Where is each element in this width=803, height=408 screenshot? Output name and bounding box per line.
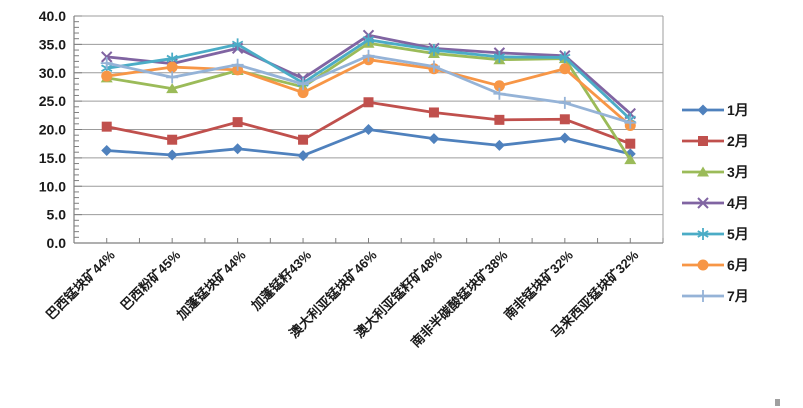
legend-label: 3月 (727, 163, 749, 180)
legend-item: 6月 (681, 254, 749, 275)
y-axis-tick-label: 25.0 (39, 93, 66, 109)
legend-marker-square-icon (682, 135, 724, 146)
series-line-6月 (105, 58, 632, 127)
legend-marker-diamond-icon (682, 104, 724, 115)
legend-label: 7月 (727, 287, 749, 304)
series-line-2月 (105, 100, 632, 146)
series-line-7月 (105, 54, 632, 125)
triangle-marker-icon (624, 154, 637, 165)
diamond-marker-icon (101, 144, 113, 156)
plus-marker-icon (558, 96, 571, 109)
diamond-marker-icon (559, 132, 571, 144)
diamond-marker-icon (297, 150, 309, 162)
legend-label: 6月 (727, 256, 749, 273)
asterisk-marker-icon (493, 50, 506, 63)
circle-marker-icon (166, 61, 178, 73)
y-axis-tick-label: 30.0 (39, 65, 66, 81)
legend-label: 2月 (727, 132, 749, 149)
legend-marker-asterisk-icon (682, 227, 724, 240)
diamond-marker-icon (428, 133, 440, 145)
x-axis-category-label: 巴西粉矿45% (118, 247, 184, 313)
legend-label: 4月 (727, 194, 749, 211)
circle-marker-icon (297, 87, 309, 99)
plus-marker-icon (697, 289, 709, 302)
triangle-marker-icon (166, 83, 179, 94)
x-axis-category-label: 南非锰块矿32% (501, 247, 576, 322)
circle-marker-icon (697, 259, 709, 270)
circle-marker-icon (559, 63, 571, 75)
square-marker-icon (101, 121, 112, 132)
diamond-marker-icon (166, 149, 178, 161)
y-axis-tick-label: 40.0 (39, 8, 66, 24)
square-marker-icon (559, 114, 570, 125)
y-axis-tick-label: 35.0 (39, 36, 66, 52)
square-marker-icon (167, 134, 178, 145)
plus-marker-icon (297, 78, 310, 91)
y-axis-tick-label: 15.0 (39, 150, 66, 166)
legend-marker-plus-icon (682, 289, 724, 302)
asterisk-marker-icon (362, 33, 375, 46)
legend-label: 1月 (727, 101, 749, 118)
plus-marker-icon (231, 58, 244, 71)
legend-marker-x-icon (682, 196, 724, 209)
scrollbar-fragment (775, 399, 780, 406)
legend-item: 3月 (681, 161, 749, 182)
legend-marker-circle-icon (682, 259, 724, 270)
x-axis-category-label: 巴西锰块矿44% (43, 247, 118, 322)
legend-marker-triangle-icon (682, 166, 724, 176)
x-axis-category-label: 加蓬锰籽43% (248, 247, 315, 314)
diamond-marker-icon (363, 124, 374, 135)
asterisk-marker-icon (231, 38, 244, 51)
diamond-marker-icon (697, 104, 709, 115)
legend-item: 5月 (681, 223, 749, 244)
square-marker-icon (428, 107, 439, 118)
circle-marker-icon (493, 80, 505, 92)
x-marker-icon (697, 196, 709, 209)
asterisk-marker-icon (559, 51, 571, 64)
y-axis-tick-label: 0.0 (47, 235, 67, 251)
square-marker-icon (494, 114, 505, 125)
plus-marker-icon (100, 57, 113, 70)
plus-marker-icon (166, 71, 179, 84)
legend-item: 1月 (681, 99, 749, 120)
asterisk-marker-icon (697, 227, 709, 240)
triangle-marker-icon (697, 166, 709, 176)
diamond-marker-icon (232, 143, 244, 155)
chart-legend: 1月 2月 3月 4月 5月 6月 7月 (681, 99, 749, 316)
plus-marker-icon (493, 87, 506, 100)
legend-item: 7月 (681, 285, 749, 306)
square-marker-icon (232, 117, 243, 128)
x-axis-category-label: 加蓬锰块矿44% (173, 247, 249, 323)
legend-label: 5月 (727, 225, 749, 242)
y-axis-tick-label: 5.0 (47, 207, 67, 223)
asterisk-marker-icon (428, 44, 440, 57)
legend-item: 4月 (681, 192, 749, 213)
plus-marker-icon (624, 116, 637, 129)
square-marker-icon (698, 135, 708, 146)
y-axis-tick-label: 10.0 (39, 178, 66, 194)
x-marker-icon (101, 51, 113, 63)
diamond-marker-icon (493, 139, 505, 151)
square-marker-icon (363, 97, 374, 108)
square-marker-icon (625, 138, 636, 149)
square-marker-icon (298, 134, 309, 145)
circle-marker-icon (101, 70, 113, 82)
legend-item: 2月 (681, 130, 749, 151)
plus-marker-icon (362, 49, 375, 62)
y-axis-tick-label: 20.0 (39, 122, 66, 138)
plus-marker-icon (427, 60, 440, 73)
